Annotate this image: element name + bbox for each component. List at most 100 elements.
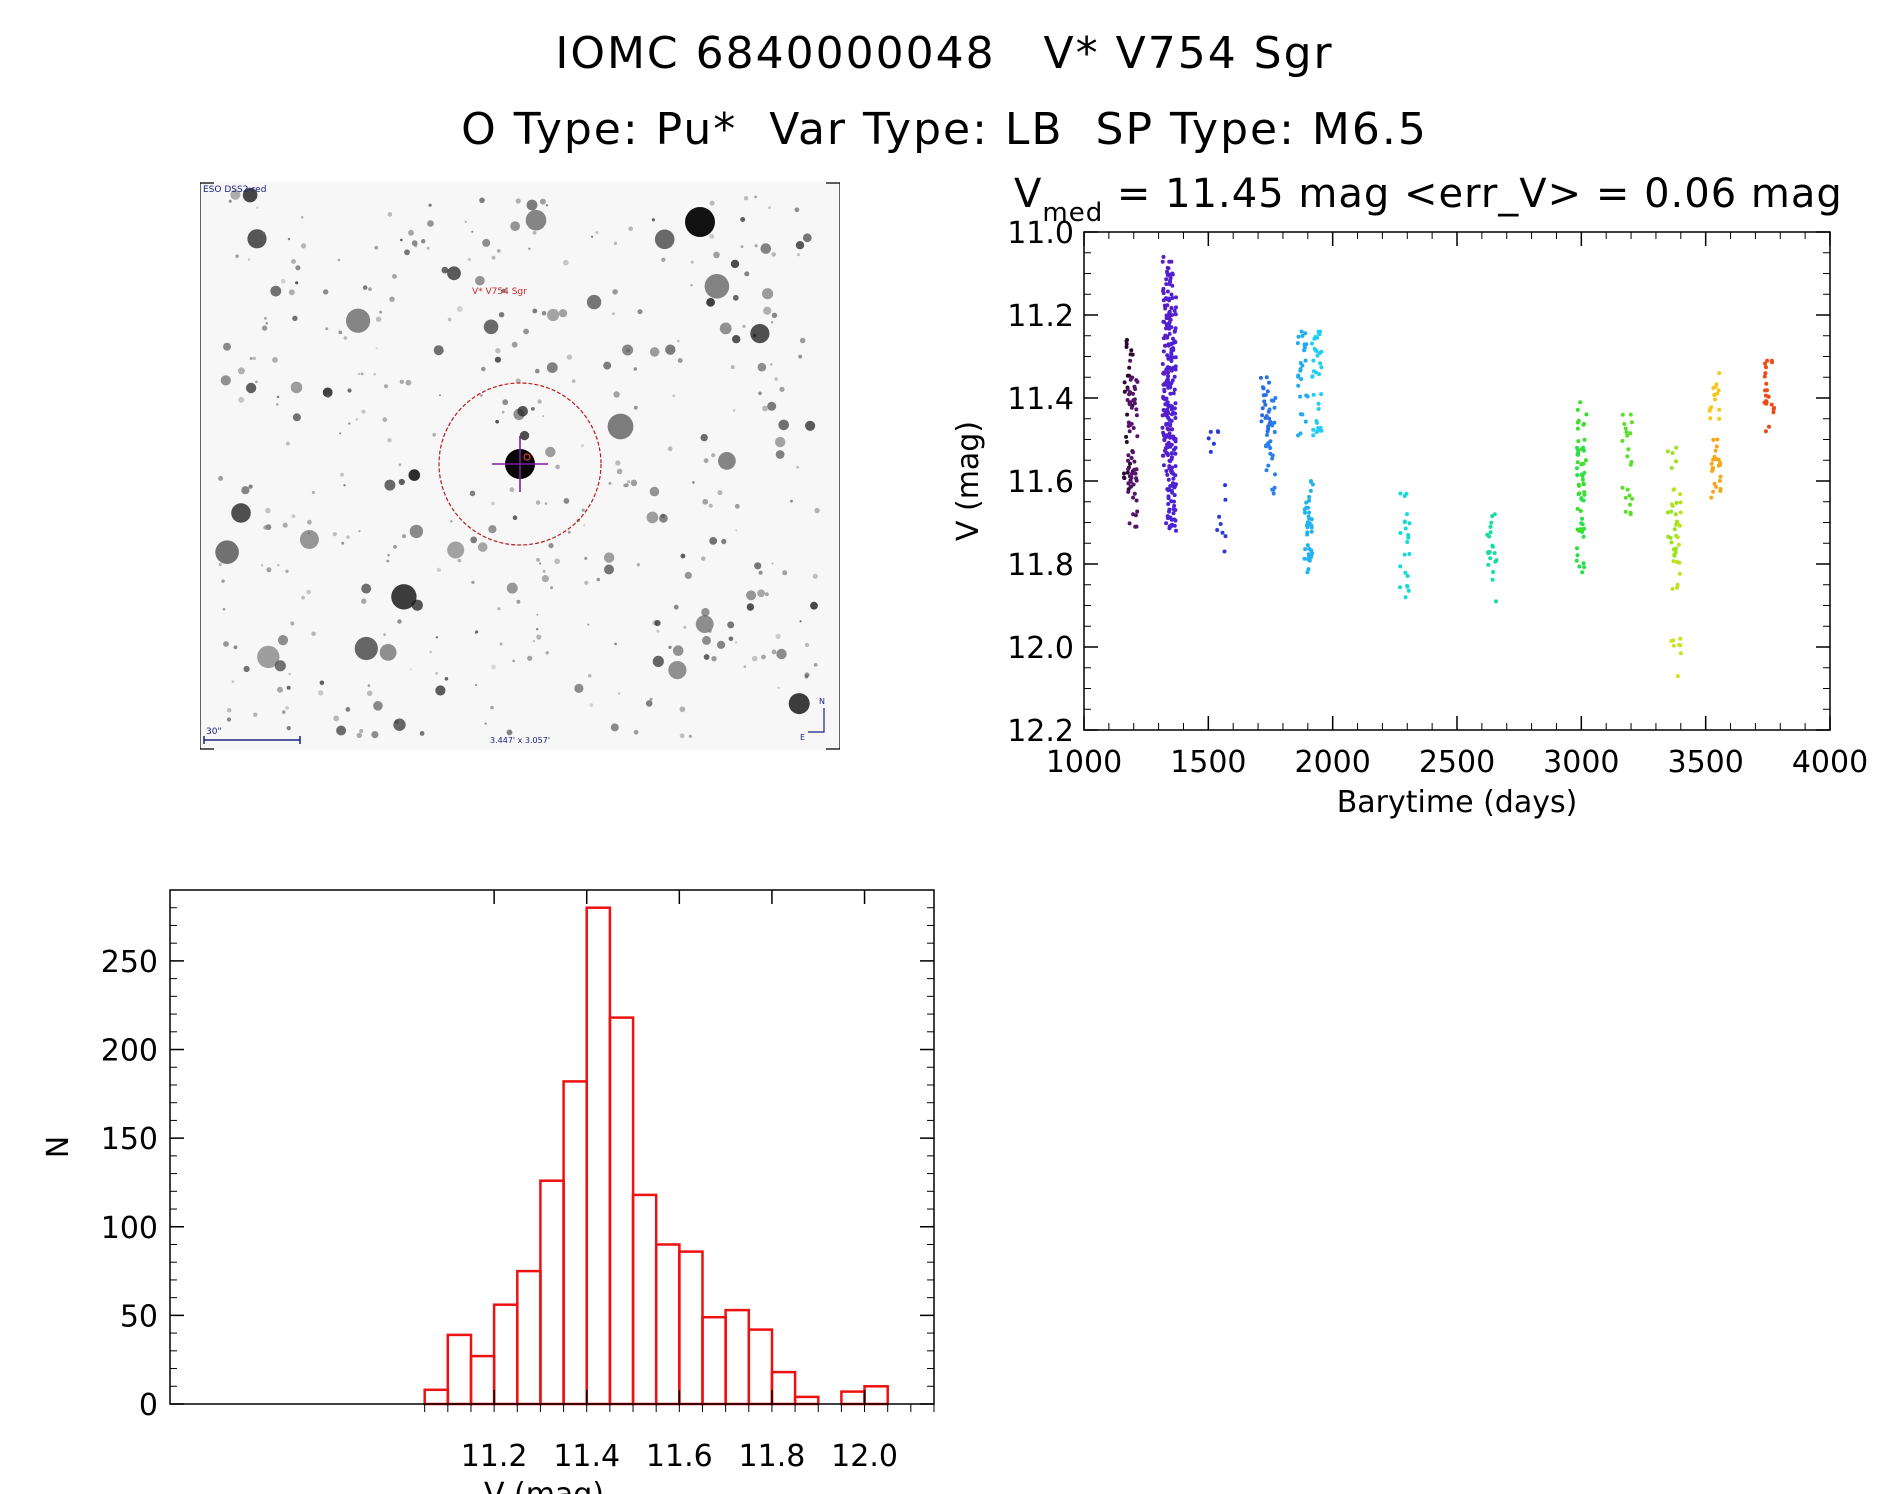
lc-data-point: [1131, 512, 1136, 517]
star: [272, 357, 278, 363]
star: [656, 629, 660, 633]
star: [291, 514, 296, 518]
star: [511, 341, 518, 348]
star: [802, 233, 812, 243]
star: [336, 725, 347, 736]
star: [734, 640, 738, 644]
star: [361, 409, 366, 414]
star: [775, 633, 781, 639]
lc-data-point: [1170, 490, 1175, 495]
finder-chart: ESO DSS2-red V* V754 Sgr 30" 3.447' x 3.…: [200, 182, 840, 750]
star: [727, 621, 735, 629]
lc-data-point: [1169, 352, 1174, 356]
star: [758, 570, 763, 575]
star: [247, 258, 251, 261]
lc-data-point: [1169, 457, 1174, 462]
star: [359, 729, 364, 733]
lc-data-point: [1576, 439, 1581, 444]
star: [243, 665, 250, 673]
lc-data-point: [1307, 546, 1312, 551]
lc-data-point: [1130, 352, 1135, 357]
lc-data-point: [1717, 371, 1722, 376]
star: [260, 564, 264, 567]
lc-data-point: [1318, 361, 1323, 366]
star: [509, 487, 515, 493]
lc-data-point: [1169, 325, 1174, 330]
star: [708, 503, 713, 508]
lc-data-point: [1405, 574, 1410, 578]
lc-data-point: [1223, 534, 1228, 539]
star: [794, 207, 800, 213]
star: [435, 636, 439, 639]
lc-data-point: [1169, 451, 1174, 456]
lc-data-point: [1623, 426, 1628, 431]
target-circle: [438, 382, 602, 546]
star: [295, 265, 301, 271]
hist-plot-area: 11.2 11.4 11.6 11.8 12.0 0 50 100 150 200 250 V (ma…: [41, 889, 935, 1494]
lc-data-point: [1575, 460, 1580, 465]
star: [323, 289, 329, 295]
lc-data-point: [1126, 458, 1130, 463]
hist-bar: [724, 1308, 751, 1406]
star: [276, 403, 279, 406]
lc-data-point: [1133, 524, 1138, 529]
star: [238, 396, 245, 403]
star: [367, 684, 371, 687]
lc-data-point: [1170, 481, 1175, 486]
lc-data-point: [1223, 483, 1228, 488]
lc-data-point: [1665, 510, 1670, 515]
star: [288, 289, 295, 296]
lc-data-point: [1168, 403, 1173, 408]
lc-data-point: [1172, 308, 1177, 313]
hist-bar: [539, 1179, 565, 1406]
lc-data-point: [1296, 334, 1301, 339]
lc-data-point: [1678, 492, 1683, 497]
hist-bar: [631, 1193, 658, 1406]
lc-data-point: [1129, 405, 1134, 410]
lc-data-point: [1576, 448, 1581, 453]
lc-data-point: [1678, 636, 1683, 641]
lc-data-point: [1169, 499, 1174, 504]
star: [276, 395, 280, 399]
lc-data-point: [1628, 502, 1632, 507]
lc-data-point: [1406, 588, 1411, 593]
lc-data-point: [1405, 540, 1410, 544]
lc-data-point: [1407, 521, 1412, 526]
star: [499, 642, 503, 646]
star: [728, 636, 734, 642]
lc-data-point: [1168, 434, 1173, 439]
star: [617, 692, 621, 695]
lc-data-point: [1577, 528, 1582, 533]
star: [426, 246, 430, 250]
star: [510, 221, 520, 231]
star: [497, 607, 501, 611]
star: [775, 450, 785, 459]
star: [290, 621, 295, 626]
star: [361, 598, 367, 604]
lc-data-point: [1168, 484, 1173, 488]
star: [447, 541, 465, 559]
star: [322, 387, 333, 398]
lc-data-point: [1165, 451, 1170, 456]
star: [379, 644, 397, 661]
chart-title-line2: O Type: Pu* Var Type: LB SP Type: M6.5: [461, 104, 1428, 155]
hist-bar: [608, 1016, 635, 1406]
lc-data-point: [1161, 319, 1166, 324]
star: [703, 458, 709, 463]
lc-data-point: [1769, 402, 1774, 407]
lc-data-point: [1169, 341, 1174, 346]
lc-data-point: [1217, 514, 1222, 519]
lc-data-point: [1164, 316, 1169, 321]
lc-data-point: [1165, 407, 1170, 412]
lc-data-point: [1576, 482, 1581, 487]
lc-data-point: [1717, 416, 1722, 421]
star: [798, 354, 803, 359]
lc-data-point: [1315, 420, 1319, 425]
lc-data-point: [1126, 424, 1131, 428]
star: [525, 209, 547, 231]
lc-data-point: [1677, 571, 1682, 576]
lc-data-point: [1124, 434, 1129, 439]
star: [248, 484, 253, 489]
hist-y-tick-label: 100: [101, 1211, 158, 1246]
lc-data-point: [1300, 333, 1305, 338]
